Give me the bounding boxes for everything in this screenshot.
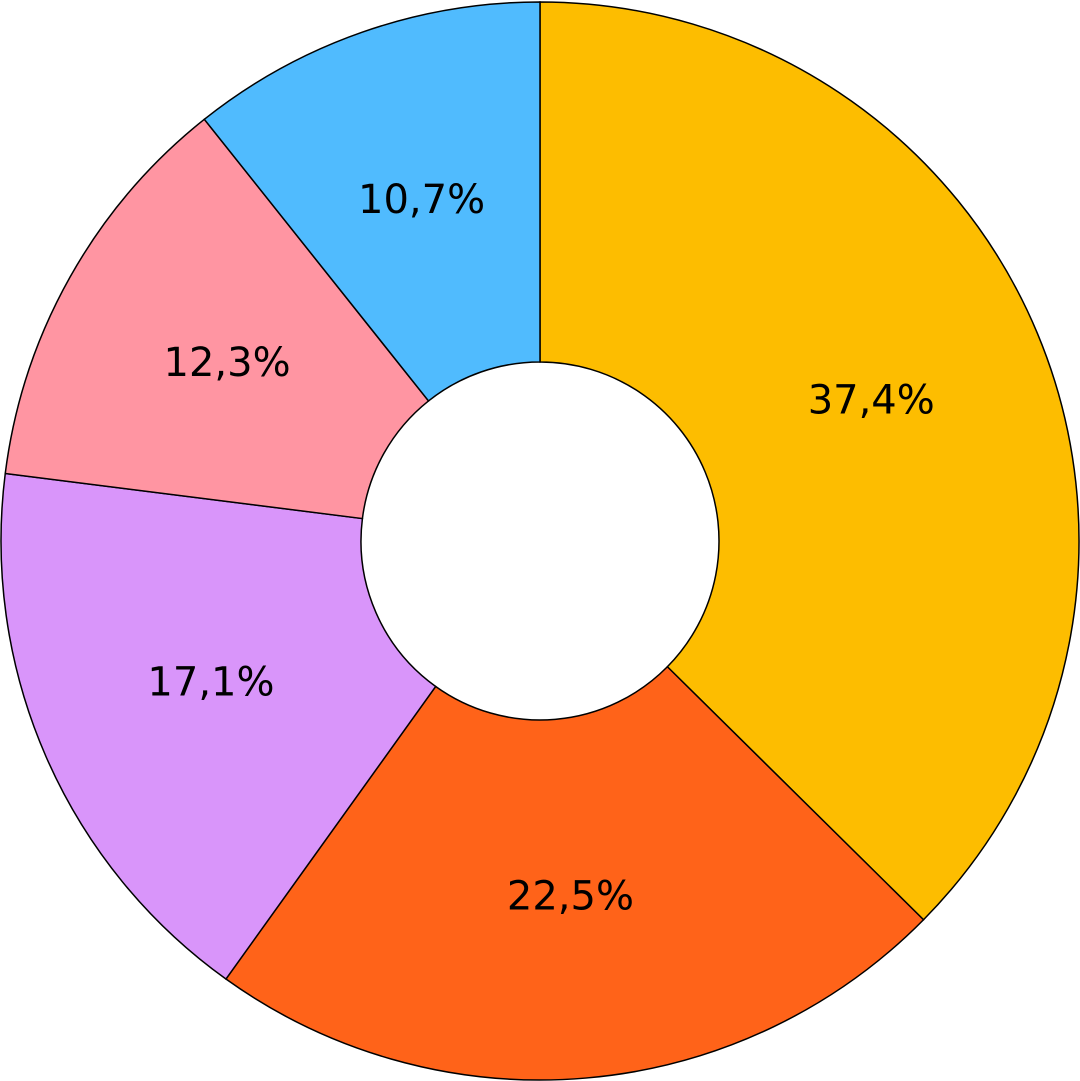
slice-label: 17,1% (147, 660, 274, 706)
slice-label: 37,4% (808, 378, 935, 424)
slice (539, 1, 1080, 921)
slice (0, 472, 437, 981)
slice (4, 118, 430, 520)
slice-label: 22,5% (507, 874, 634, 920)
slice-label: 10,7% (358, 177, 485, 223)
slice (224, 665, 925, 1081)
slice-label: 12,3% (164, 340, 291, 386)
slice (203, 1, 541, 403)
